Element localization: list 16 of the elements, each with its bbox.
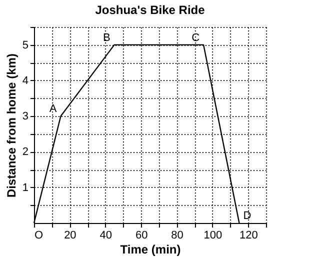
y-tick-label: 5 [22,39,28,52]
y-tick-label: 2 [22,146,28,158]
x-tick-label: 40 [100,230,112,242]
chart-title: Joshua's Bike Ride [95,3,206,17]
x-tick-label: 120 [239,230,258,242]
y-tick-label: 4 [22,74,28,87]
x-tick-label: 100 [204,230,222,242]
x-tick-label: 80 [171,230,184,242]
x-axis-title: Time (min) [120,242,181,256]
annotation: D [243,210,252,222]
y-axis-title: Distance from home (km) [4,53,18,198]
y-tick-label: 3 [22,110,28,123]
x-tick-label: 20 [64,230,76,242]
x-tick-label: O [34,230,44,242]
y-tick-label: 1 [22,182,28,194]
x-tick-label: 60 [135,230,148,242]
